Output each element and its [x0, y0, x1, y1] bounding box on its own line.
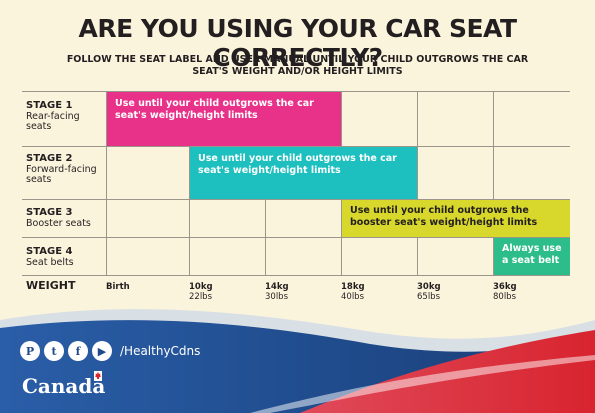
- tick-14kg: 14kg 30lbs: [265, 282, 289, 302]
- tick-birth: Birth: [106, 282, 130, 292]
- social-handle[interactable]: /HealthyCdns: [120, 344, 201, 358]
- youtube-icon[interactable]: ▶: [92, 341, 112, 361]
- twitter-icon[interactable]: t: [44, 341, 64, 361]
- weight-label: WEIGHT: [26, 279, 76, 292]
- stage-3-label: STAGE 3 Booster seats: [26, 207, 91, 229]
- footer-wave: [0, 309, 595, 413]
- page-subtitle: FOLLOW THE SEAT LABEL AND USER MANUAL UN…: [66, 54, 529, 77]
- stage-3-bar: Use until your child outgrows the booste…: [342, 200, 570, 237]
- pinterest-icon[interactable]: P: [20, 341, 40, 361]
- stage-2-label: STAGE 2 Forward-facing seats: [26, 153, 97, 185]
- tick-30kg: 30kg 65lbs: [417, 282, 441, 302]
- car-seat-chart: STAGE 1 Rear-facing seats STAGE 2 Forwar…: [22, 91, 570, 302]
- stage-1-label: STAGE 1 Rear-facing seats: [26, 100, 80, 132]
- maple-leaf-icon: [94, 371, 102, 381]
- page-title: ARE YOU USING YOUR CAR SEAT CORRECTLY?: [78, 14, 517, 72]
- stage-2-bar: Use until your child outgrows the car se…: [190, 147, 417, 199]
- tick-36kg: 36kg 80lbs: [493, 282, 517, 302]
- stage-1-bar: Use until your child outgrows the car se…: [107, 92, 341, 146]
- social-bar: P t f ▶ /HealthyCdns: [20, 341, 200, 361]
- tick-18kg: 18kg 40lbs: [341, 282, 365, 302]
- canada-wordmark: Canada: [22, 374, 106, 398]
- stage-4-label: STAGE 4 Seat belts: [26, 246, 74, 268]
- facebook-icon[interactable]: f: [68, 341, 88, 361]
- tick-10kg: 10kg 22lbs: [189, 282, 213, 302]
- stage-4-bar: Always use a seat belt: [494, 238, 570, 275]
